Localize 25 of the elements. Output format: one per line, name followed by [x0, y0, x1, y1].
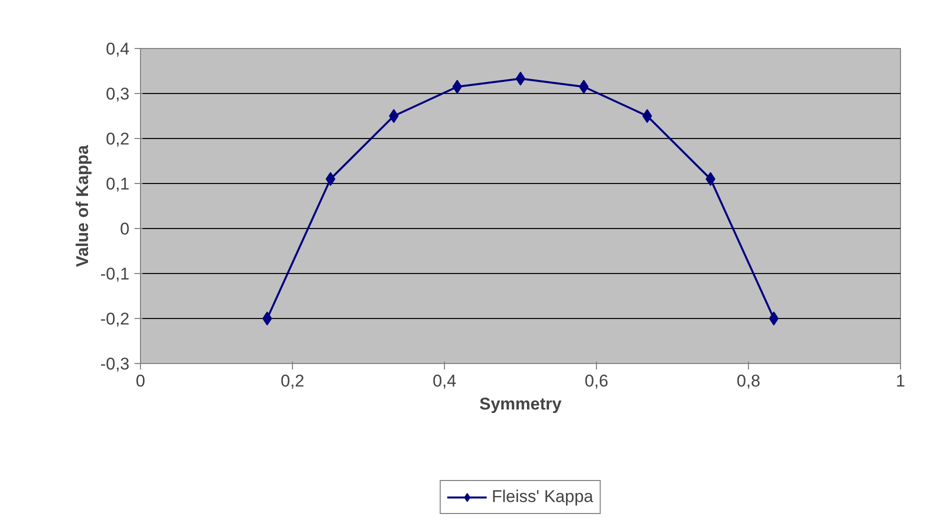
y-tick-label: -0,1: [100, 264, 130, 284]
x-tick-label: 0,8: [736, 372, 760, 390]
y-tick-label: 0,3: [106, 84, 130, 104]
legend-label: Fleiss' Kappa: [492, 487, 594, 507]
point: [642, 109, 652, 123]
y-axis-title: Value of Kappa: [73, 144, 92, 267]
y-tick-label: -0,3: [100, 354, 130, 374]
y-tick-label: -0,2: [100, 310, 130, 328]
x-axis-title: Symmetry: [479, 394, 562, 414]
y-tick-label: 0,4: [106, 40, 130, 58]
point: [388, 109, 399, 123]
x-tick-label: 0,4: [432, 372, 456, 390]
x-tick-label: 1: [896, 372, 906, 390]
y-tick-label: 0,1: [106, 174, 130, 194]
point: [578, 80, 589, 94]
point: [768, 312, 779, 326]
y-tick-label: 0: [120, 220, 130, 238]
point: [262, 312, 272, 326]
x-tick-label: 0: [136, 372, 146, 390]
point: [706, 172, 716, 186]
point: [452, 80, 462, 94]
point: [326, 172, 336, 186]
y-tick-label: 0,2: [106, 130, 130, 148]
x-tick-label: 0,6: [584, 372, 608, 390]
x-tick-label: 0,2: [280, 372, 304, 390]
